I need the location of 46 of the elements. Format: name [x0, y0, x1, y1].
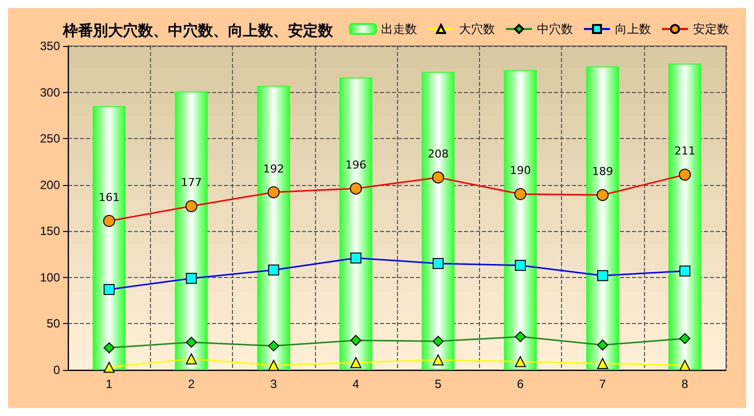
data-label: 192: [263, 162, 284, 176]
y-tick-label: 0: [53, 363, 60, 377]
legend-label: 安定数: [693, 22, 729, 36]
chart-title: 枠番別大穴数、中穴数、向上数、安定数: [62, 22, 334, 40]
data-label: 196: [345, 158, 366, 172]
bar: [339, 77, 372, 370]
legend-label: 大穴数: [459, 22, 495, 36]
point: [186, 353, 197, 364]
legend-label: 出走数: [381, 22, 417, 36]
data-label: 190: [510, 164, 531, 178]
bar: [422, 72, 455, 370]
bar: [668, 64, 702, 370]
bar: [174, 91, 208, 370]
x-tick-label: 1: [106, 377, 113, 391]
y-tick-label: 350: [40, 39, 60, 53]
bar: [257, 86, 290, 370]
data-label: 211: [674, 144, 696, 158]
y-tick-label: 250: [40, 132, 60, 146]
y-tick-label: 200: [40, 178, 60, 192]
y-tick-label: 100: [40, 270, 60, 284]
point: [514, 356, 526, 368]
x-tick-label: 3: [270, 377, 278, 391]
x-tick-label: 4: [352, 377, 360, 391]
legend-label: 中穴数: [537, 22, 573, 36]
data-label: 208: [428, 147, 449, 160]
x-tick-label: 2: [188, 377, 196, 391]
y-tick-label: 150: [40, 224, 60, 238]
y-tick-label: 50: [46, 316, 60, 331]
point: [679, 360, 690, 371]
legend-label: 向上数: [615, 22, 651, 36]
bar: [92, 106, 126, 370]
bar: [504, 70, 537, 370]
bar: [586, 66, 620, 370]
point: [432, 354, 444, 366]
x-tick-label: 7: [599, 377, 606, 391]
x-tick-label: 6: [517, 377, 524, 391]
point: [104, 362, 115, 373]
x-tick-label: 5: [434, 377, 442, 391]
point: [597, 358, 608, 370]
point: [350, 357, 362, 368]
data-label: 189: [592, 165, 614, 178]
point: [268, 360, 280, 371]
y-tick-label: 300: [40, 85, 60, 100]
x-tick-label: 8: [682, 377, 689, 391]
data-label: 177: [180, 176, 202, 190]
data-label: 161: [98, 190, 120, 204]
